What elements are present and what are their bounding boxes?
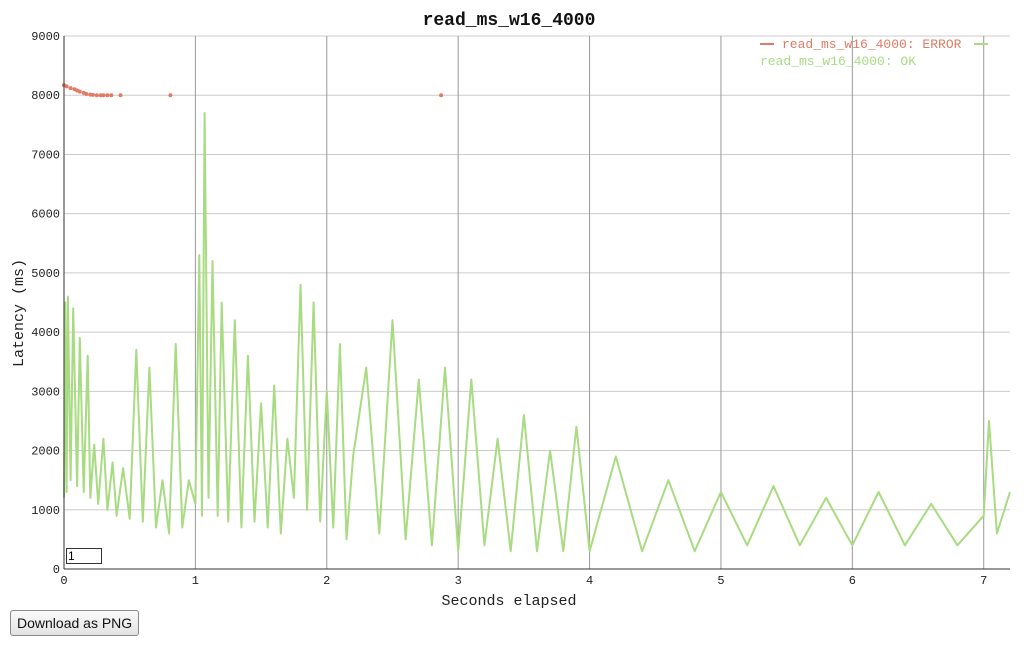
y-tick-label: 0 xyxy=(53,563,60,577)
error-point xyxy=(84,92,89,97)
y-axis-label: Latency (ms) xyxy=(11,259,28,367)
error-point xyxy=(101,93,106,98)
error-point xyxy=(105,93,110,98)
error-point xyxy=(168,93,173,98)
smoothing-input[interactable] xyxy=(66,548,102,564)
ok-series-line xyxy=(63,112,1011,553)
x-tick-label: 6 xyxy=(849,574,856,588)
x-tick-label: 2 xyxy=(323,574,330,588)
error-point xyxy=(68,86,73,91)
plot-area xyxy=(62,83,1011,553)
error-point xyxy=(109,93,114,98)
y-tick-label: 9000 xyxy=(31,30,60,44)
y-tick-label: 1000 xyxy=(31,504,60,518)
x-tick-label: 4 xyxy=(586,574,593,588)
legend-ok-label[interactable]: read_ms_w16_4000: OK xyxy=(760,54,916,69)
x-tick-label: 0 xyxy=(60,574,67,588)
y-tick-label: 6000 xyxy=(31,208,60,222)
x-tick-label: 5 xyxy=(717,574,724,588)
error-point xyxy=(77,89,82,94)
y-tick-label: 5000 xyxy=(31,267,60,281)
chart-title: read_ms_w16_4000 xyxy=(423,11,596,31)
x-tick-label: 1 xyxy=(192,574,199,588)
error-point xyxy=(90,92,95,97)
chart-axes xyxy=(63,36,1010,570)
y-tick-label: 4000 xyxy=(31,326,60,340)
chart-grid xyxy=(64,35,1010,570)
y-tick-label: 7000 xyxy=(31,148,60,162)
download-png-button[interactable]: Download as PNG xyxy=(10,610,140,636)
x-tick-label: 3 xyxy=(455,574,462,588)
x-axis-label: Seconds elapsed xyxy=(441,593,576,610)
legend-error-label[interactable]: read_ms_w16_4000: ERROR xyxy=(782,37,962,52)
y-tick-label: 2000 xyxy=(31,445,60,459)
error-point xyxy=(118,93,123,98)
chart-legend[interactable]: read_ms_w16_4000: ERROR read_ms_w16_4000… xyxy=(760,37,988,69)
y-tick-label: 8000 xyxy=(31,89,60,103)
y-tick-label: 3000 xyxy=(31,385,60,399)
tick-labels: 0 1000 2000 3000 4000 5000 6000 7000 8000 9000 0 1 2… xyxy=(31,30,987,588)
error-point xyxy=(94,93,99,98)
x-tick-label: 7 xyxy=(980,574,987,588)
error-point xyxy=(439,93,444,98)
error-point xyxy=(64,84,69,89)
